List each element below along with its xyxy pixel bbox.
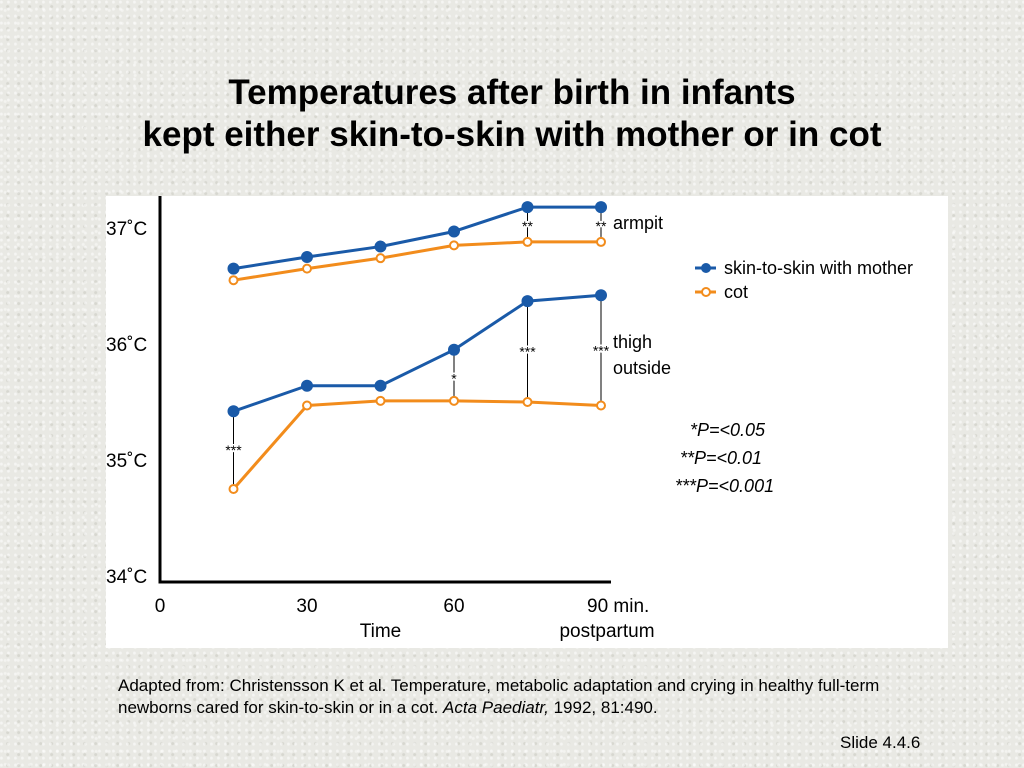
- x-tick-label: 30: [296, 596, 317, 617]
- skin-to-skin-point: [301, 379, 313, 392]
- slide-title-line-1: Temperatures after birth in infants: [228, 73, 796, 112]
- slide-title-line-2: kept either skin-to-skin with mother or …: [142, 115, 882, 154]
- skin-to-skin-point: [521, 295, 534, 308]
- x-tick-sublabel: postpartum: [559, 621, 654, 642]
- cot-point: [302, 400, 312, 411]
- y-tick-label: 37˚C: [106, 219, 147, 240]
- skin-to-skin-point: [595, 289, 607, 302]
- cot-point: [228, 275, 239, 286]
- x-tick-label: 60: [443, 596, 464, 617]
- cot-point: [596, 236, 606, 247]
- skin-to-skin-point: [227, 405, 240, 418]
- legend-swatch-marker: [701, 287, 711, 297]
- cot-point: [449, 395, 459, 406]
- slide-number: Slide 4.4.6: [840, 733, 921, 752]
- significance-label: *: [451, 370, 457, 386]
- p-value-note: *P=<0.05: [690, 420, 766, 440]
- cot-point: [375, 395, 386, 406]
- p-value-note: ***P=<0.001: [675, 476, 774, 496]
- legend-swatch-marker: [701, 263, 711, 273]
- x-tick-label: 0: [155, 596, 166, 617]
- skin-to-skin-point: [227, 262, 240, 275]
- skin-to-skin-point: [301, 251, 313, 263]
- significance-label: **: [596, 218, 607, 234]
- cot-point: [449, 240, 459, 251]
- legend-label: cot: [724, 282, 748, 302]
- skin-to-skin-point: [595, 201, 607, 214]
- skin-to-skin-point: [448, 343, 460, 356]
- p-value-note: **P=<0.01: [680, 448, 762, 468]
- skin-to-skin-point: [448, 225, 460, 238]
- y-tick-label: 34˚C: [106, 567, 147, 588]
- group-label-thigh: thigh: [613, 332, 652, 352]
- significance-label: ***: [225, 442, 242, 458]
- citation-text: Adapted from: Christensson K et al. Temp…: [118, 676, 880, 717]
- group-label-armpit: armpit: [613, 213, 663, 233]
- group-label-outside: outside: [613, 358, 671, 378]
- legend-label: skin-to-skin with mother: [724, 258, 913, 278]
- citation-journal: Acta Paediatr,: [443, 698, 549, 717]
- skin-to-skin-point: [374, 379, 387, 392]
- y-tick-label: 35˚C: [106, 451, 147, 472]
- skin-to-skin-line-armpit: [233, 205, 601, 271]
- slide-title: Temperatures after birth in infants kept…: [0, 72, 1024, 156]
- cot-line-armpit: [233, 240, 601, 282]
- cot-line-thigh: [232, 399, 602, 490]
- cot-point: [522, 236, 533, 247]
- cot-point: [228, 484, 239, 494]
- skin-to-skin-point: [521, 201, 534, 214]
- x-axis-title: Time: [360, 621, 402, 642]
- x-tick-label: 90 min.: [587, 596, 649, 617]
- cot-point: [375, 253, 386, 264]
- temperature-chart: 37˚C 36˚C 35˚C 34˚C 0 30 60 90 min. postpartum Ti…: [106, 196, 913, 642]
- significance-label: ***: [593, 342, 610, 358]
- skin-to-skin-line-thigh: [233, 293, 602, 413]
- citation-year: 1992, 81:490.: [548, 698, 658, 717]
- significance-label: **: [522, 218, 533, 234]
- y-tick-label: 36˚C: [106, 335, 147, 356]
- citation: Adapted from: Christensson K et al. Temp…: [118, 675, 948, 719]
- cot-point: [522, 397, 533, 407]
- significance-label: ***: [519, 344, 536, 360]
- cot-point: [302, 263, 312, 274]
- skin-to-skin-point: [374, 240, 387, 253]
- cot-point: [596, 400, 606, 411]
- chart-panel: 37˚C 36˚C 35˚C 34˚C 0 30 60 90 min. postpartum Ti…: [106, 196, 948, 648]
